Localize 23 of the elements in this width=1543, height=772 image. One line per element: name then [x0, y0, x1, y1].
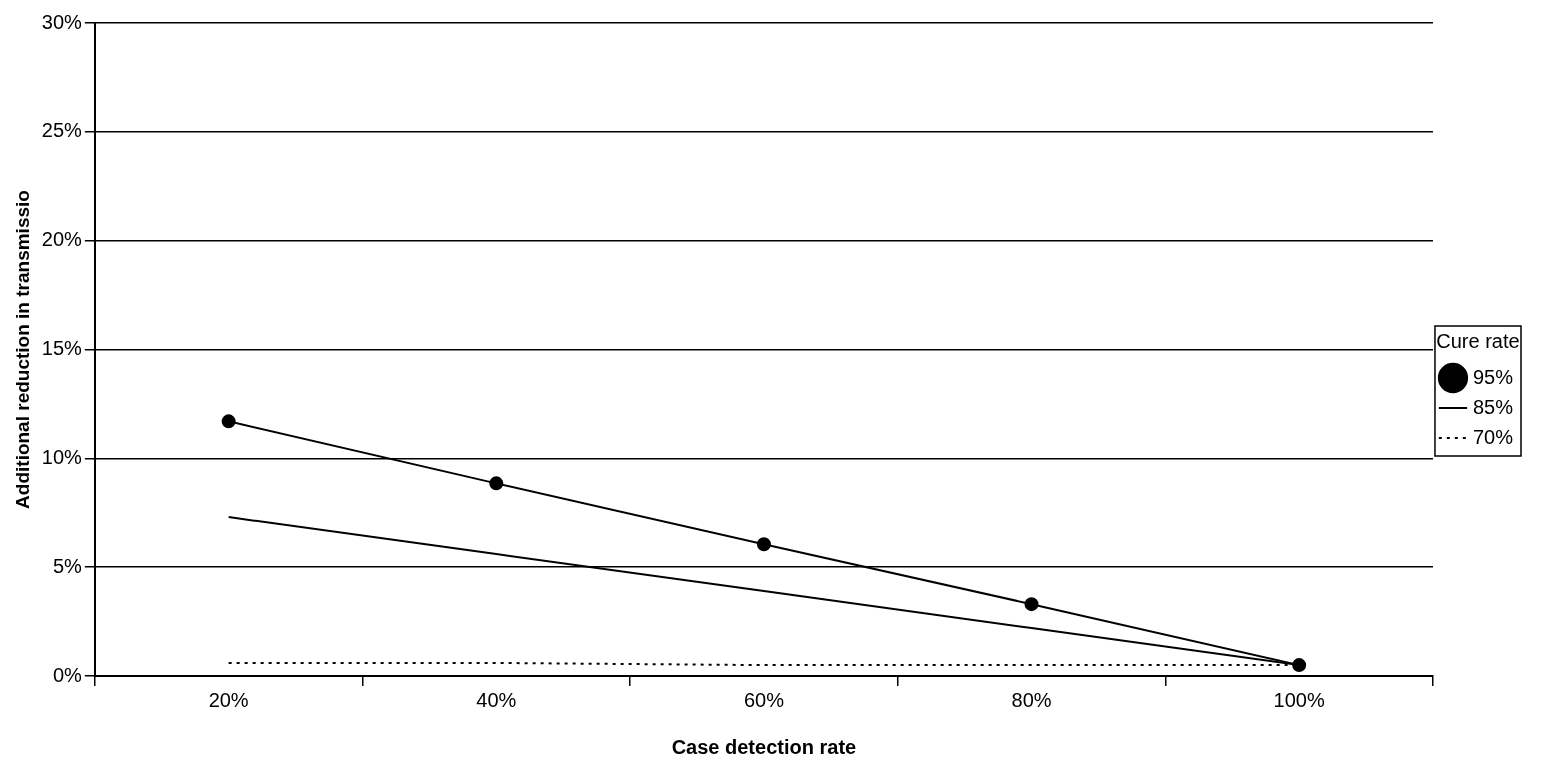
x-tick-label: 60% [743, 688, 785, 711]
legend-label: 85% [1472, 395, 1514, 418]
legend-label: 95% [1472, 365, 1514, 388]
y-tick-label: 0% [52, 663, 83, 686]
point [489, 476, 504, 491]
y-tick-label: 20% [41, 228, 83, 251]
point [1024, 597, 1039, 612]
x-tick-label: 20% [208, 688, 249, 711]
y-tick-label: 10% [41, 445, 83, 468]
x-tick-label: 100% [1273, 688, 1325, 711]
y-tick-label: 5% [52, 554, 83, 577]
x-axis-title: Case detection rate [671, 735, 857, 758]
y-tick-label: 30% [41, 10, 83, 33]
y-tick-label: 15% [41, 337, 83, 360]
x-tick-label: 40% [476, 688, 517, 711]
x-tick-label: 80% [1011, 688, 1052, 711]
legend-label: 70% [1472, 425, 1514, 448]
point [221, 414, 236, 429]
point [1292, 658, 1307, 673]
point [756, 537, 771, 552]
legend-title: Cure rate [1436, 329, 1520, 352]
y-axis-title: Additional reduction in transmissio [11, 190, 33, 509]
y-tick-label: 25% [41, 119, 83, 142]
